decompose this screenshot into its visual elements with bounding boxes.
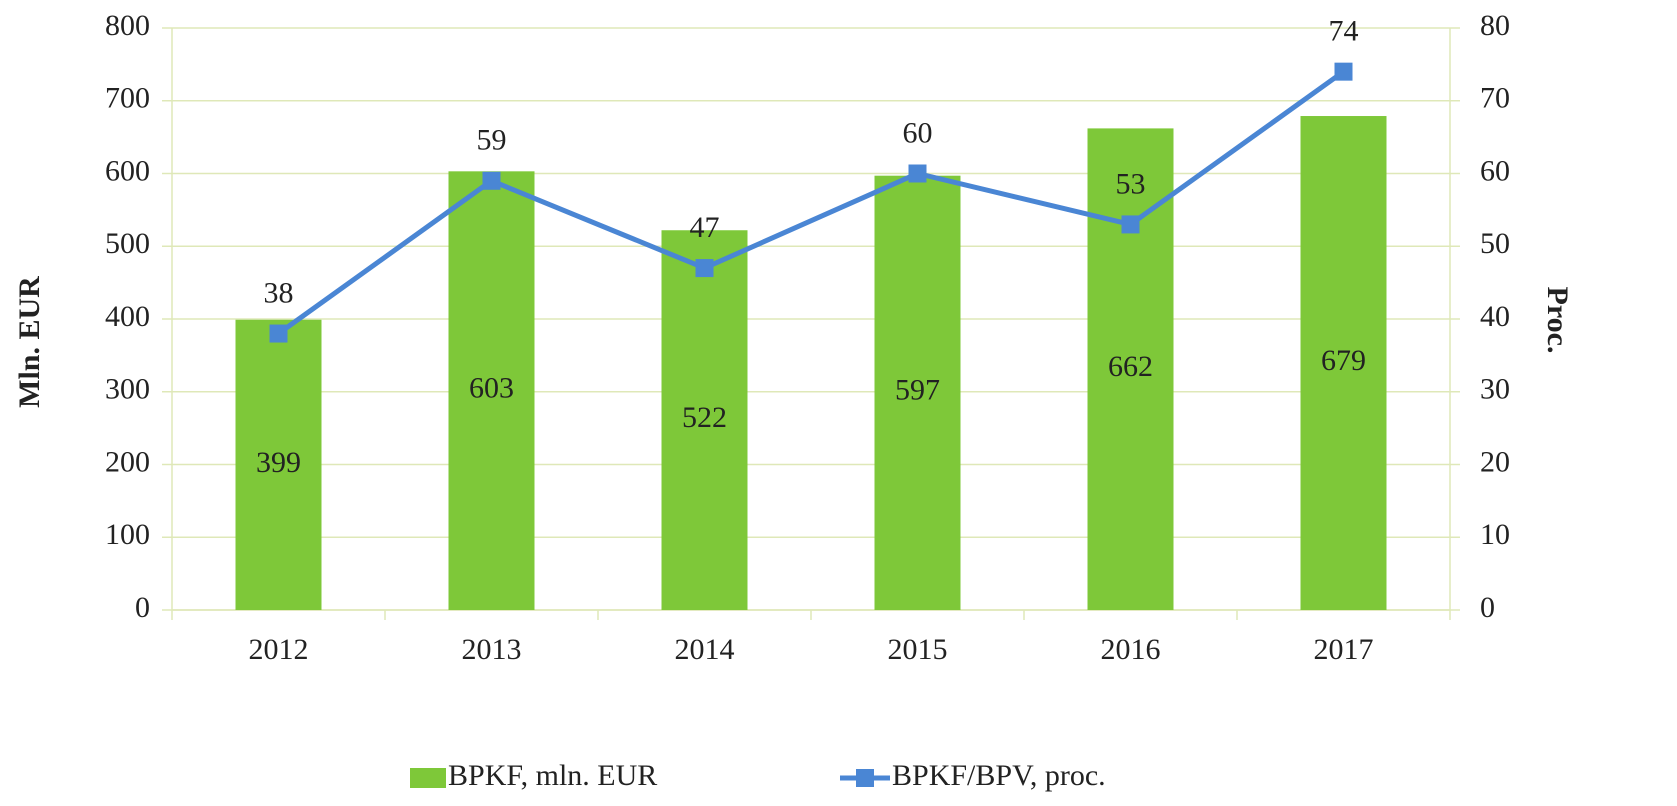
- y2-tick-label: 70: [1480, 82, 1510, 115]
- line: [277, 69, 1345, 336]
- line-value-label: 47: [690, 211, 720, 244]
- y2-tick-label: 80: [1480, 9, 1510, 42]
- legend-label: BPKF, mln. EUR: [448, 759, 657, 792]
- y-tick-label: 600: [105, 154, 150, 187]
- y2-axis-title: Proc.: [1541, 287, 1574, 354]
- x-tick-label: 2012: [249, 633, 309, 666]
- y2-tick-label: 10: [1480, 518, 1510, 551]
- line-marker: [1334, 62, 1353, 81]
- line-marker: [908, 164, 927, 183]
- bar: [235, 319, 322, 610]
- line-value-label: 53: [1116, 167, 1146, 200]
- line-marker: [482, 171, 501, 190]
- line-marker: [269, 324, 288, 343]
- line-value-label: 60: [903, 116, 933, 149]
- bar: [1087, 128, 1174, 610]
- x-tick-label: 2014: [675, 633, 735, 666]
- y-axis-title: Mln. EUR: [13, 276, 46, 408]
- line-value-label: 59: [477, 124, 507, 157]
- y-tick-label: 800: [105, 9, 150, 42]
- y2-tick-label: 20: [1480, 445, 1510, 478]
- bar-value-label: 603: [469, 372, 514, 405]
- line-value-label: 74: [1329, 15, 1359, 48]
- bar-value-label: 679: [1321, 344, 1366, 377]
- x-tick-label: 2017: [1314, 633, 1374, 666]
- x-tick-label: 2016: [1101, 633, 1161, 666]
- legend-swatch: [856, 769, 874, 787]
- bar-value-label: 662: [1108, 350, 1153, 383]
- bar: [1300, 116, 1387, 610]
- y2-tick-label: 0: [1480, 591, 1495, 624]
- bar: [448, 171, 535, 610]
- line-value-label: 38: [264, 276, 294, 309]
- legend-swatch: [410, 768, 446, 788]
- y2-tick-label: 40: [1480, 300, 1510, 333]
- y-tick-label: 500: [105, 227, 150, 260]
- legend-label: BPKF/BPV, proc.: [892, 759, 1106, 792]
- y2-tick-label: 50: [1480, 227, 1510, 260]
- line-marker: [695, 259, 714, 278]
- y-tick-label: 0: [135, 591, 150, 624]
- x-tick-label: 2013: [462, 633, 522, 666]
- y-tick-label: 300: [105, 373, 150, 406]
- line-marker: [1121, 215, 1140, 234]
- y-tick-label: 400: [105, 300, 150, 333]
- y2-tick-label: 60: [1480, 154, 1510, 187]
- y2-tick-label: 30: [1480, 373, 1510, 406]
- y-tick-label: 200: [105, 445, 150, 478]
- bar: [661, 230, 748, 610]
- x-tick-label: 2015: [888, 633, 948, 666]
- bar-value-label: 597: [895, 374, 940, 407]
- bar-value-label: 522: [682, 401, 727, 434]
- bar: [874, 175, 961, 610]
- y-tick-label: 100: [105, 518, 150, 551]
- y-tick-label: 700: [105, 82, 150, 115]
- bar-value-label: 399: [256, 446, 301, 479]
